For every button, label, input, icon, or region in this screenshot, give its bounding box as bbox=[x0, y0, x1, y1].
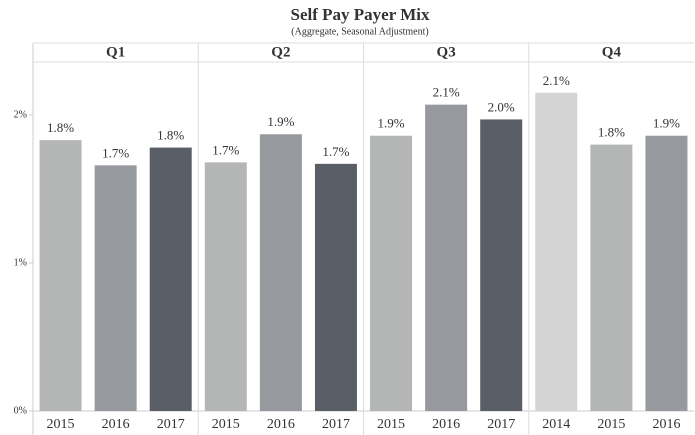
bar bbox=[149, 147, 192, 411]
panel-header: Q2 bbox=[271, 44, 290, 60]
value-label: 1.8% bbox=[47, 120, 74, 135]
value-label: 2.0% bbox=[488, 99, 515, 114]
value-label: 1.9% bbox=[267, 114, 294, 129]
x-tick-label: 2015 bbox=[377, 417, 405, 432]
value-label: 1.7% bbox=[322, 144, 349, 159]
bar bbox=[39, 140, 82, 411]
bar bbox=[535, 92, 578, 412]
value-label: 1.9% bbox=[377, 116, 404, 131]
bar bbox=[645, 135, 688, 411]
x-tick-label: 2016 bbox=[432, 417, 460, 432]
y-tick-label: 0% bbox=[14, 405, 27, 416]
x-tick-label: 2016 bbox=[102, 417, 130, 432]
value-label: 2.1% bbox=[543, 73, 570, 88]
x-tick-label: 2015 bbox=[47, 417, 75, 432]
bar bbox=[259, 134, 302, 412]
chart-subtitle: (Aggregate, Seasonal Adjustment) bbox=[291, 26, 428, 37]
x-tick-label: 2015 bbox=[212, 417, 240, 432]
chart-title: Self Pay Payer Mix bbox=[291, 5, 430, 24]
x-tick-label: 2016 bbox=[652, 417, 680, 432]
x-tick-label: 2017 bbox=[157, 417, 185, 432]
panel-header: Q1 bbox=[106, 44, 125, 60]
value-label: 1.8% bbox=[157, 128, 184, 143]
y-tick-label: 1% bbox=[14, 257, 27, 268]
panel-header: Q3 bbox=[437, 44, 456, 60]
bar bbox=[314, 163, 357, 411]
x-tick-label: 2014 bbox=[542, 417, 570, 432]
bar bbox=[425, 104, 468, 411]
x-tick-label: 2017 bbox=[487, 417, 515, 432]
bar bbox=[370, 135, 413, 411]
x-tick-label: 2017 bbox=[322, 417, 350, 432]
y-tick-label: 2% bbox=[14, 109, 27, 120]
value-label: 2.1% bbox=[433, 85, 460, 100]
bar bbox=[480, 119, 523, 411]
panel-header: Q4 bbox=[602, 44, 622, 60]
x-tick-label: 2016 bbox=[267, 417, 295, 432]
value-label: 1.7% bbox=[102, 145, 129, 160]
value-label: 1.7% bbox=[212, 142, 239, 157]
bar bbox=[590, 144, 633, 411]
bar bbox=[204, 162, 247, 411]
value-label: 1.8% bbox=[598, 125, 625, 140]
value-label: 1.9% bbox=[653, 116, 680, 131]
x-tick-label: 2015 bbox=[597, 417, 625, 432]
bar bbox=[94, 165, 137, 411]
